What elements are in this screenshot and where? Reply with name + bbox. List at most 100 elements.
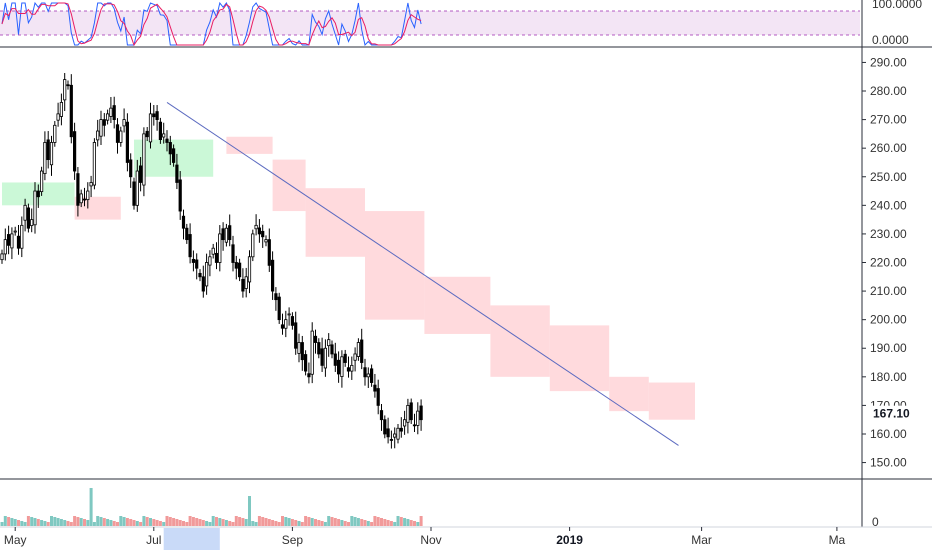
time-axis[interactable]: May Jul Sep Nov 2019 Mar Ma [4, 527, 846, 547]
candle-body [73, 131, 77, 172]
volume-bar [327, 516, 331, 526]
candle-body [175, 164, 179, 183]
volume-bar [208, 522, 212, 526]
volume-bar [86, 520, 90, 526]
candle-body [247, 256, 252, 283]
volume-bar [155, 520, 159, 526]
oscillator-band-fill [0, 11, 860, 35]
price-tick-label: 270.00 [870, 113, 907, 127]
price-tick-label: 230.00 [870, 227, 907, 241]
volume-bar [106, 519, 110, 526]
candles [0, 73, 423, 449]
time-tick-label: 2019 [556, 533, 583, 547]
volume-bar [373, 516, 377, 526]
candle-body [393, 433, 397, 438]
candle-body [402, 419, 407, 427]
volume-bar [185, 522, 189, 526]
volume-bar [380, 518, 383, 526]
candle-body [40, 170, 44, 193]
candle-body [396, 427, 400, 440]
cloud-segment-bear [226, 136, 273, 154]
time-tick-label: Mar [691, 533, 712, 547]
candle-body [386, 428, 390, 438]
volume-bar [251, 521, 255, 526]
volume-bar [383, 519, 387, 526]
volume-bar [56, 518, 60, 526]
candle-body [99, 119, 103, 137]
candle-body [204, 262, 209, 287]
candle-body [198, 272, 202, 278]
volume-bar [376, 517, 380, 526]
volume-bar [109, 520, 113, 526]
volume-bar [274, 521, 278, 526]
candle-body [280, 324, 285, 329]
volume-bar [356, 518, 360, 526]
candle-body [191, 258, 195, 263]
candle-body [261, 230, 265, 238]
candle-body [254, 224, 258, 230]
volume-bar [30, 517, 34, 526]
volume-bar [317, 520, 321, 526]
volume-bar [409, 520, 413, 526]
candle-body [106, 113, 110, 121]
candle-body [330, 344, 334, 355]
candle-body [234, 262, 238, 269]
volume-bar [152, 519, 156, 526]
candle-body [125, 121, 129, 163]
candle-body [224, 227, 228, 243]
candle-body [218, 233, 222, 263]
volume-bar [231, 522, 235, 526]
candle-body [376, 388, 380, 406]
price-tick-label: 280.00 [870, 84, 907, 98]
oscillator-d-line [1, 2, 422, 47]
volume-bar [89, 488, 93, 526]
candle-body [267, 239, 271, 266]
price-tick-label: 180.00 [870, 370, 907, 384]
volume-bar [135, 521, 139, 526]
candle-body [79, 193, 83, 204]
volume-bar [142, 516, 146, 526]
volume-bar [188, 516, 192, 526]
volume-bar [389, 521, 393, 526]
volume-bar [300, 522, 304, 526]
volume-bar [264, 518, 268, 526]
candle-body [274, 293, 278, 301]
candle-body [122, 119, 126, 127]
volume-bar [149, 518, 152, 526]
time-highlight [163, 528, 220, 550]
candle-body [112, 105, 116, 120]
volume-bar [224, 520, 228, 526]
volume-bar [112, 521, 116, 526]
candle-body [221, 228, 225, 241]
candle-body [343, 353, 347, 363]
volume-bar [396, 516, 400, 526]
candle-body [109, 107, 113, 117]
volume-bar [73, 516, 77, 526]
volume-bar [132, 520, 136, 526]
candle-body [228, 225, 232, 241]
volume-bar [310, 518, 314, 526]
candle-body [142, 133, 146, 186]
candle-body [356, 342, 361, 357]
volume-bar [116, 522, 119, 526]
volume-bar [343, 521, 347, 526]
volume-bar [182, 521, 185, 526]
price-tick-label: 210.00 [870, 284, 907, 298]
volume-bar [102, 518, 106, 526]
candle-body [155, 111, 159, 120]
candle-body [53, 124, 57, 143]
candle-body [36, 190, 40, 198]
volume-bar [76, 517, 80, 526]
candle-body [171, 148, 176, 163]
volume-bar [92, 522, 96, 526]
price-axis[interactable]: 290.00 280.00 270.00 260.00 250.00 240.00 230.… [862, 55, 924, 470]
trend-line[interactable] [166, 102, 679, 446]
candle-body [313, 335, 318, 343]
volume-bar [59, 519, 63, 526]
oscillator-axis: 100.0000 0.0000 [872, 0, 922, 47]
candle-body [270, 259, 275, 292]
candle-body [162, 133, 166, 138]
candle-body [13, 230, 17, 233]
volume-bar [403, 518, 407, 526]
